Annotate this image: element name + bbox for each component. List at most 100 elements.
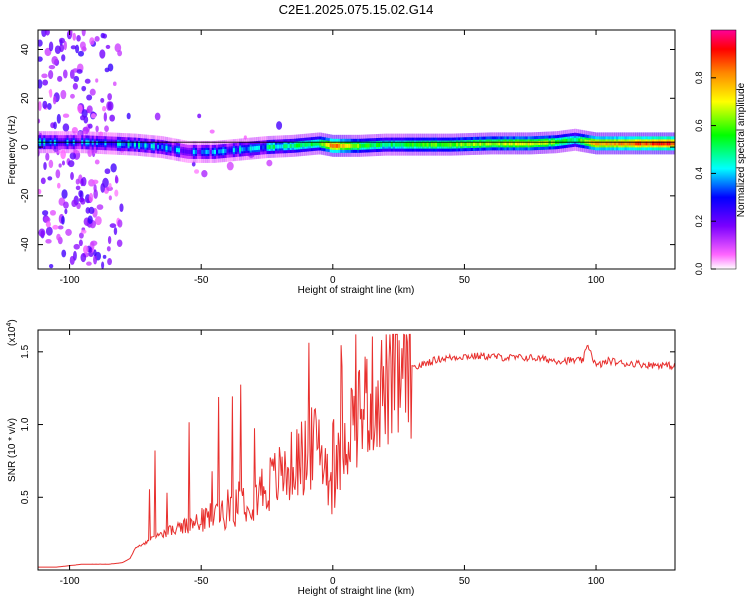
heatmap-speckle — [64, 208, 68, 215]
heatmap-cell — [274, 144, 278, 149]
heatmap-speckle — [108, 195, 112, 201]
heatmap-speckle — [117, 219, 123, 228]
heatmap-cell — [382, 142, 385, 147]
heatmap-speckle — [45, 30, 50, 36]
heatmap-cell — [363, 143, 366, 148]
y-tick-label: 0 — [20, 144, 31, 150]
snr-x-axis: -100 -50 0 50 100 — [60, 330, 605, 587]
heatmap-speckle — [89, 37, 95, 45]
heatmap-cell — [384, 142, 388, 147]
heatmap-cell — [544, 140, 548, 145]
heatmap-speckle — [48, 65, 56, 70]
heatmap-cell — [647, 141, 651, 146]
heatmap-cell — [376, 143, 379, 148]
heatmap-cell — [470, 141, 474, 146]
heatmap-cell — [378, 142, 381, 147]
heatmap-speckle — [71, 199, 78, 208]
heatmap-speckle — [38, 39, 43, 47]
heatmap-cell — [348, 143, 352, 148]
heatmap-speckle — [54, 45, 61, 55]
heatmap-cell — [649, 141, 653, 146]
colorbar-tick-label: 0.6 — [694, 119, 704, 132]
heatmap-cell — [670, 141, 674, 146]
spectrogram-x-axis: -100 -50 0 50 100 — [60, 30, 605, 286]
heatmap-cell — [483, 141, 487, 146]
heatmap-cell — [245, 146, 249, 151]
heatmap-cell — [525, 141, 529, 146]
heatmap-cell — [413, 142, 417, 147]
heatmap-cell — [561, 139, 564, 144]
heatmap-cell — [399, 142, 402, 147]
heatmap-cell — [104, 141, 107, 146]
heatmap-cell — [117, 141, 120, 146]
heatmap-cell — [407, 142, 411, 147]
heatmap-cell — [157, 144, 160, 149]
heatmap-cell — [140, 143, 143, 148]
heatmap-cell — [468, 142, 472, 147]
heatmap-speckle — [80, 178, 84, 187]
heatmap-cell — [489, 141, 493, 146]
x-tick-label: -50 — [194, 275, 209, 286]
heatmap-cell — [533, 141, 537, 146]
heatmap-speckle — [45, 226, 53, 236]
heatmap-speckle — [52, 95, 57, 105]
heatmap-cell — [475, 141, 478, 146]
heatmap-speckle — [109, 223, 117, 228]
heatmap-speckle — [38, 79, 43, 89]
heatmap-speckle — [48, 159, 54, 169]
heatmap-speckle — [107, 101, 114, 111]
heatmap-speckle — [73, 243, 80, 250]
heatmap-cell — [327, 143, 331, 148]
heatmap-cell — [481, 141, 484, 146]
heatmap-cell — [293, 143, 297, 148]
heatmap-speckle — [90, 113, 96, 119]
heatmap-cell — [308, 142, 312, 147]
heatmap-speckle — [114, 175, 118, 184]
heatmap-speckle — [84, 78, 91, 84]
heatmap-speckle — [38, 188, 42, 195]
heatmap-cell — [302, 142, 305, 147]
heatmap-speckle — [81, 30, 86, 37]
heatmap-speckle — [48, 41, 54, 52]
heatmap-cell — [241, 147, 244, 152]
heatmap-speckle — [110, 163, 117, 173]
heatmap-cell — [260, 145, 263, 150]
heatmap-speckle — [194, 169, 200, 174]
heatmap-cell — [635, 141, 638, 146]
snr-frame — [37, 329, 676, 571]
heatmap-cell — [279, 144, 282, 149]
heatmap-speckle — [42, 79, 49, 86]
heatmap-cell — [336, 143, 339, 148]
heatmap-cell — [100, 141, 103, 146]
heatmap-speckle — [45, 220, 51, 228]
x-tick-label: 0 — [330, 275, 336, 286]
snr-x-label: Height of straight line (km) — [298, 586, 415, 597]
heatmap-cell — [500, 141, 503, 146]
y-tick-label: 0.5 — [20, 490, 31, 504]
heatmap-speckle — [94, 216, 102, 226]
heatmap-cell — [443, 142, 447, 147]
heatmap-cell — [312, 141, 316, 146]
heatmap-speckle — [96, 204, 104, 210]
heatmap-cell — [268, 144, 272, 149]
heatmap-cell — [314, 141, 318, 146]
heatmap-cell — [531, 141, 535, 146]
heatmap-speckle — [72, 32, 77, 41]
heatmap-speckle — [75, 185, 81, 191]
heatmap-cell — [163, 145, 166, 150]
heatmap-cell — [218, 149, 221, 154]
heatmap-speckle — [226, 161, 234, 171]
heatmap-cell — [317, 141, 320, 146]
heatmap-cell — [597, 141, 600, 146]
heatmap-cell — [357, 143, 360, 148]
heatmap-speckle — [102, 33, 108, 39]
heatmap-speckle — [78, 232, 84, 239]
heatmap-cell — [270, 144, 274, 149]
heatmap-speckle — [102, 105, 107, 112]
heatmap-speckle — [86, 105, 93, 114]
heatmap-speckle — [62, 123, 70, 132]
colorbar-axis: 0.0 0.2 0.4 0.6 0.8 — [694, 72, 716, 275]
colorbar-tick-label: 0.8 — [694, 72, 704, 85]
heatmap-cell — [228, 148, 232, 153]
heatmap-cell — [365, 143, 369, 148]
